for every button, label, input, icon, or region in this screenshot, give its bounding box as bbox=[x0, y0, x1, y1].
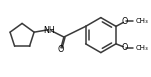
Text: CH₃: CH₃ bbox=[135, 18, 148, 24]
Text: CH₃: CH₃ bbox=[135, 45, 148, 51]
Text: NH: NH bbox=[43, 26, 55, 35]
Text: O: O bbox=[122, 43, 128, 52]
Text: O: O bbox=[122, 17, 128, 26]
Text: O: O bbox=[58, 45, 64, 54]
